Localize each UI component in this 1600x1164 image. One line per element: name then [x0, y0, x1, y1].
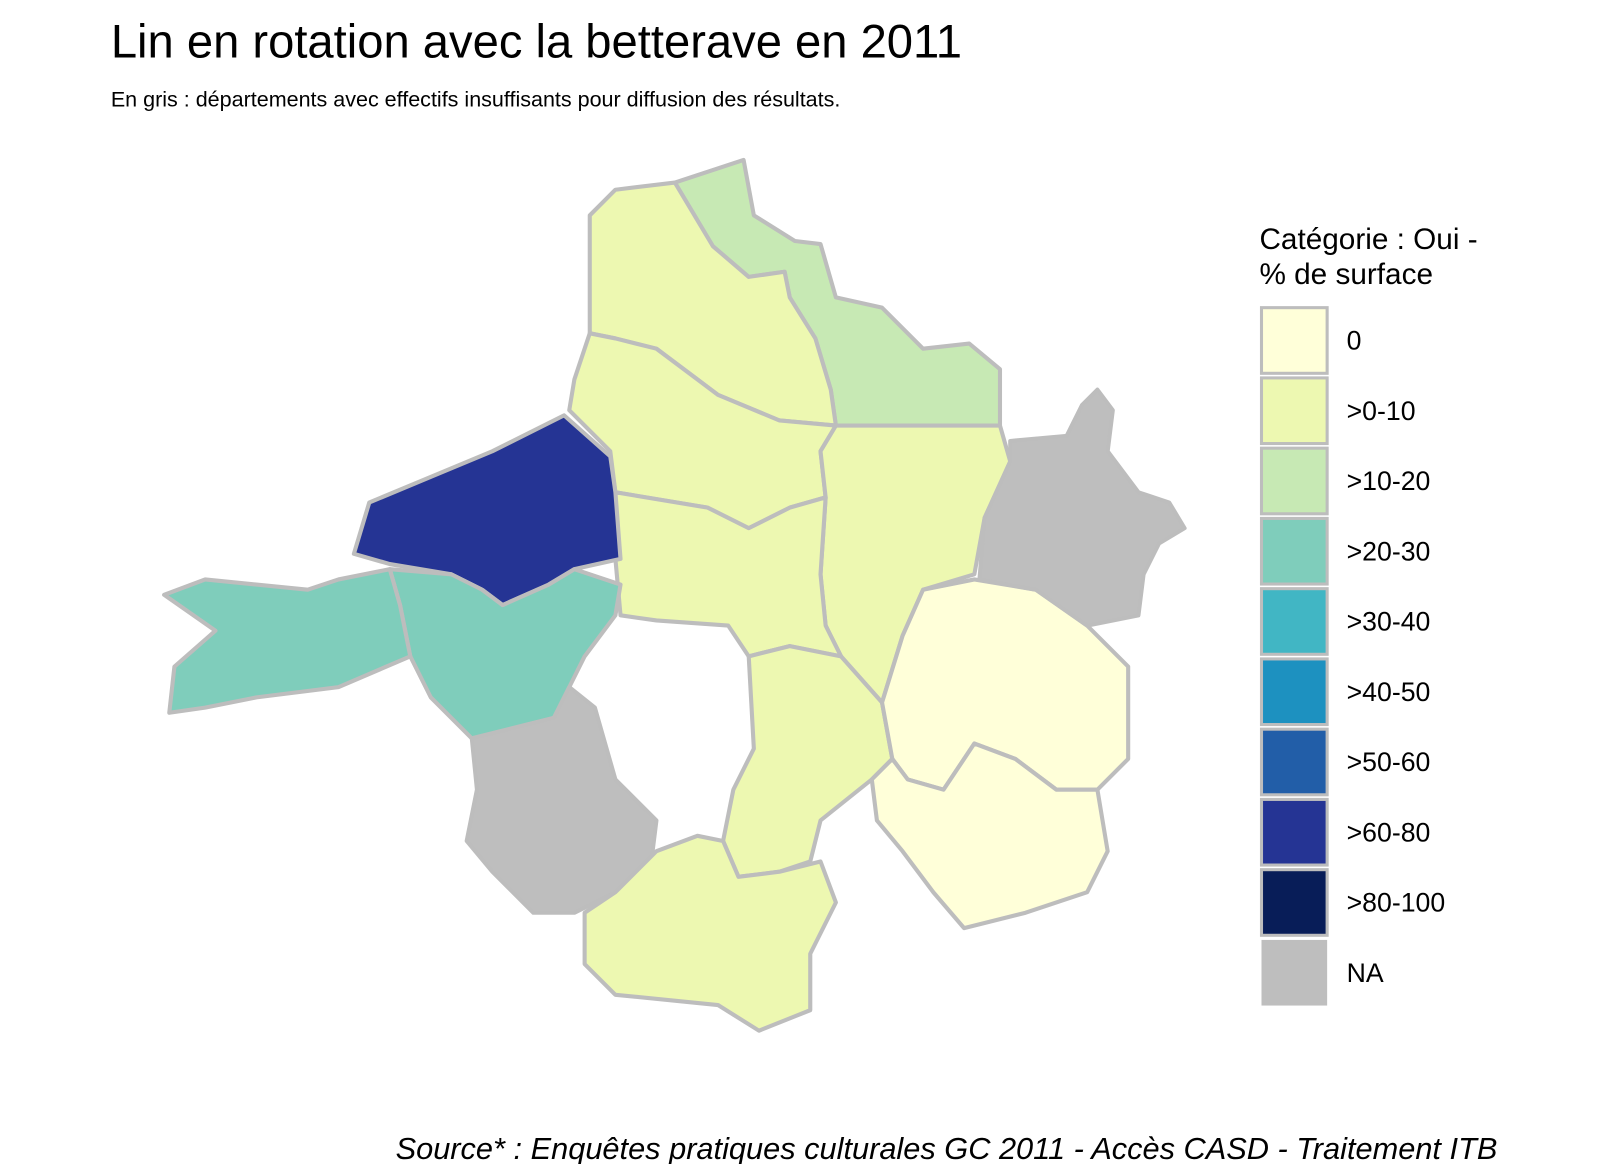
legend-label: >0-10: [1347, 396, 1416, 426]
legend-label: 0: [1347, 326, 1362, 356]
legend-swatch: [1259, 306, 1329, 375]
legend-swatch: [1259, 727, 1329, 797]
legend-label: >60-80: [1347, 817, 1431, 847]
legend-swatch: [1259, 446, 1329, 516]
map-title: Lin en rotation avec la betterave en 201…: [111, 14, 962, 67]
region: [977, 387, 1187, 628]
region: [613, 490, 844, 659]
map-regions: [162, 157, 1187, 1033]
region: [869, 741, 1110, 931]
source-note: Source* : Enquêtes pratiques culturales …: [396, 1131, 1498, 1164]
legend-swatch: [1259, 376, 1329, 446]
legend-label: >40-50: [1347, 677, 1431, 707]
legend-swatch: [1259, 868, 1329, 937]
legend-swatch: [1261, 939, 1328, 1006]
map-subtitle: En gris : départements avec effectifs in…: [111, 88, 841, 112]
legend-label: >80-100: [1347, 888, 1446, 918]
legend-label: >20-30: [1347, 536, 1431, 566]
legend-title: Catégorie : Oui -: [1259, 223, 1477, 256]
legend: Catégorie : Oui - % de surface 0 >0-10 >10…: [1259, 223, 1478, 1006]
region: [162, 567, 413, 715]
legend-label: >50-60: [1347, 747, 1431, 777]
legend-swatch: [1259, 657, 1329, 727]
legend-label: >10-20: [1347, 466, 1431, 496]
region: [582, 833, 838, 1033]
legend-swatch: [1259, 797, 1329, 867]
legend-swatch: [1259, 587, 1329, 656]
legend-label: NA: [1347, 958, 1384, 988]
legend-label: >30-40: [1347, 607, 1431, 637]
legend-title: % de surface: [1259, 258, 1433, 291]
legend-swatch: [1259, 516, 1329, 586]
region: [721, 644, 895, 879]
